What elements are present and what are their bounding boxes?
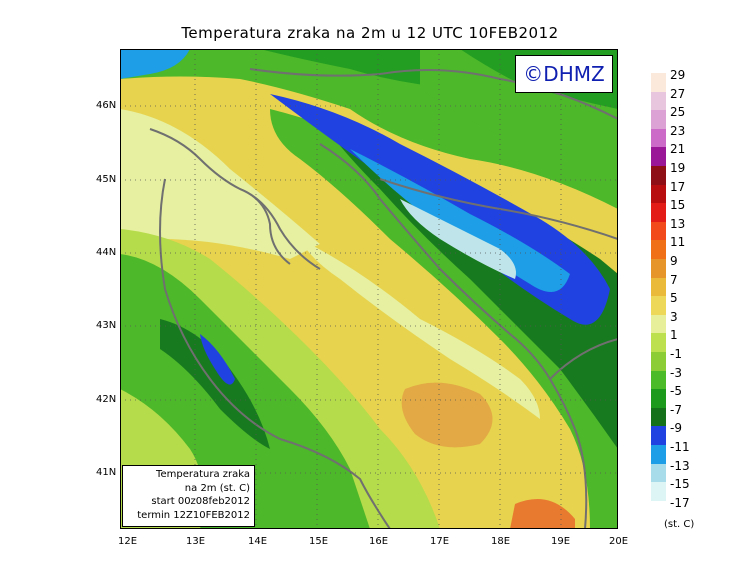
legend-label: 21 — [670, 142, 686, 157]
info-line-2: na 2m (st. C) — [184, 482, 250, 494]
y-tick-44n: 44N — [96, 247, 117, 258]
y-tick-43n: 43N — [96, 320, 117, 331]
info-box: Temperatura zraka na 2m (st. C) start 00… — [122, 465, 255, 527]
legend-label: 25 — [670, 105, 686, 120]
y-tick-45n: 45N — [96, 174, 117, 185]
x-tick-19e: 19E — [551, 536, 571, 547]
italy-blue — [200, 334, 235, 385]
legend-label: 13 — [670, 216, 686, 231]
legend-label: -1 — [670, 347, 682, 361]
legend-swatch — [651, 128, 666, 148]
y-tick-46n: 46N — [96, 100, 117, 111]
legend-swatch — [651, 333, 666, 352]
balkan-green-dark — [320, 119, 618, 449]
x-tick-16e: 16E — [369, 536, 389, 547]
legend-swatch — [651, 426, 666, 445]
temperature-field — [120, 49, 618, 529]
legend-swatch — [651, 445, 666, 464]
legend-swatch — [651, 277, 666, 297]
legend-label: 29 — [670, 68, 686, 82]
x-tick-12e: 12E — [118, 536, 138, 547]
legend-swatch — [651, 370, 666, 390]
legend-label: -17 — [670, 495, 690, 510]
copyright-label: ©DHMZ — [515, 55, 613, 93]
legend-label: -7 — [670, 402, 682, 417]
legend-swatch — [651, 352, 666, 371]
legend-label: 27 — [670, 86, 686, 101]
coastlines — [149, 68, 618, 529]
x-tick-14e: 14E — [248, 536, 268, 547]
legend-swatch — [651, 166, 666, 185]
x-tick-17e: 17E — [430, 536, 450, 547]
legend-label: -5 — [670, 384, 682, 399]
legend-label: -3 — [670, 365, 682, 380]
x-tick-13e: 13E — [186, 536, 206, 547]
legend-label: 15 — [670, 198, 686, 213]
legend-label: -13 — [670, 458, 690, 473]
y-tick-42n: 42N — [96, 394, 117, 405]
legend-label: 11 — [670, 235, 686, 250]
alps-cyan — [120, 49, 190, 79]
y-tick-41n: 41N — [96, 467, 117, 478]
legend-swatch — [651, 221, 666, 241]
croatian-coast-light — [300, 239, 540, 419]
legend-units: (st. C) — [664, 519, 695, 530]
info-line-3: start 00z08feb2012 — [151, 496, 250, 507]
legend-label: 9 — [670, 254, 678, 268]
legend-label: 17 — [670, 179, 686, 194]
legend-swatch — [651, 407, 666, 427]
legend-swatch — [651, 240, 666, 259]
legend-label: -11 — [670, 440, 690, 454]
legend-label: 23 — [670, 123, 686, 138]
info-line-4: termin 12Z10FEB2012 — [137, 509, 250, 521]
balkan-pale — [400, 199, 516, 279]
map-title: Temperatura zraka na 2m u 12 UTC 10FEB20… — [181, 24, 559, 42]
legend-label: 19 — [670, 161, 686, 175]
legend-swatch — [651, 314, 666, 334]
x-tick-20e: 20E — [609, 536, 629, 547]
legend-swatch — [651, 296, 666, 315]
legend-swatch — [651, 73, 666, 92]
warm-area-southeast — [510, 499, 575, 529]
temperature-map — [120, 49, 618, 529]
balkan-cyan — [350, 149, 570, 292]
legend-swatch — [651, 203, 666, 222]
legend-swatch — [651, 110, 666, 129]
legend-label: -15 — [670, 477, 690, 492]
legend-swatch — [651, 482, 666, 501]
legend-swatch — [651, 463, 666, 483]
legend-swatch — [651, 389, 666, 408]
legend-swatch — [651, 91, 666, 111]
legend-swatch — [651, 184, 666, 204]
x-tick-15e: 15E — [309, 536, 329, 547]
warm-area-central — [401, 382, 493, 448]
legend-label: -9 — [670, 421, 682, 436]
legend-label: 1 — [670, 328, 678, 343]
legend-swatch — [651, 259, 666, 278]
graticule — [120, 49, 618, 529]
legend-swatch — [651, 147, 666, 166]
legend-label: 7 — [670, 272, 678, 287]
legend-label: 5 — [670, 291, 678, 306]
map-frame — [120, 49, 618, 529]
legend-label: 3 — [670, 309, 678, 324]
x-tick-18e: 18E — [491, 536, 511, 547]
info-line-1: Temperatura zraka — [156, 469, 250, 480]
